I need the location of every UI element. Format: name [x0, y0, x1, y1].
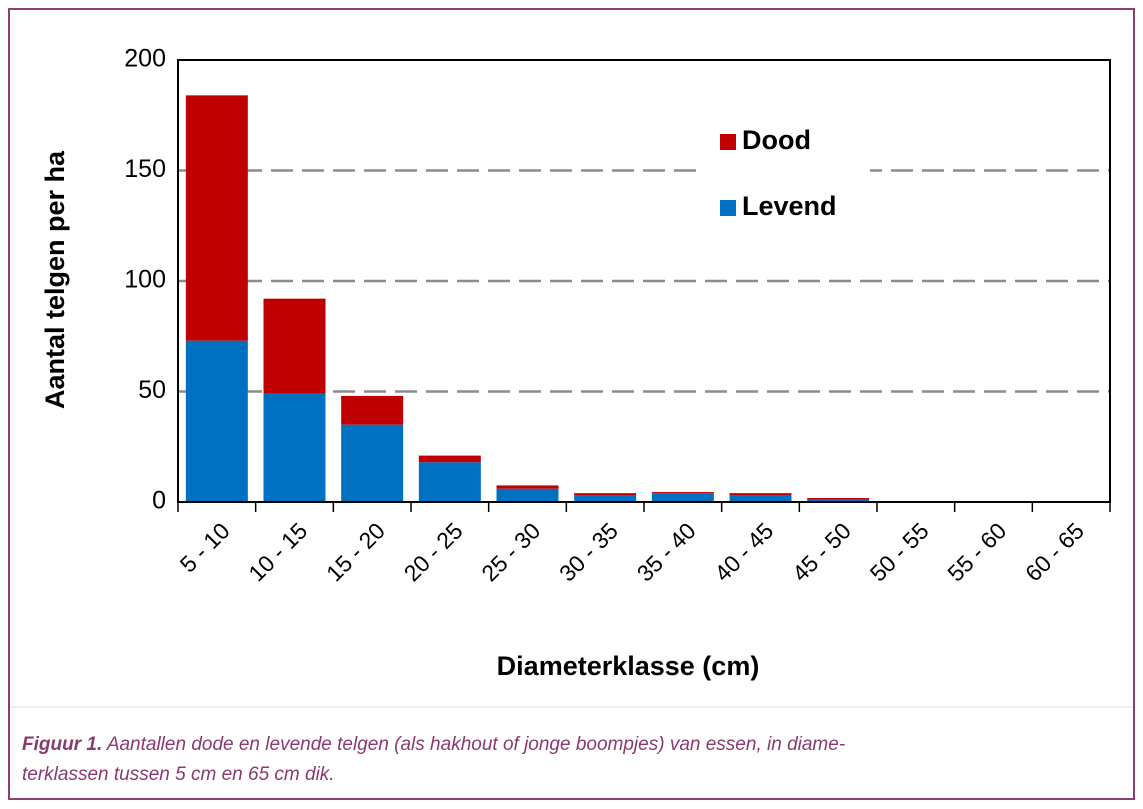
- bar-segment: [496, 488, 559, 502]
- bar-segment: [263, 393, 326, 502]
- x-tick-label: 40 - 45: [709, 517, 778, 586]
- x-tick-label: 25 - 30: [476, 517, 545, 586]
- bar-segment: [185, 95, 248, 341]
- x-tick-label: 55 - 60: [942, 517, 1011, 586]
- bar-segment: [807, 498, 870, 500]
- bar-segment: [263, 298, 326, 394]
- bar-segment: [729, 495, 792, 502]
- x-tick-label: 30 - 35: [554, 517, 623, 586]
- legend-label: Dood: [742, 125, 811, 155]
- legend: Dood Levend: [700, 115, 870, 235]
- legend-label: Levend: [742, 191, 837, 221]
- bar-segment: [651, 493, 714, 502]
- x-tick-label: 45 - 50: [787, 517, 856, 586]
- y-tick-label: 150: [124, 155, 166, 183]
- bar-segment: [418, 462, 481, 502]
- x-tick-label: 50 - 55: [865, 517, 934, 586]
- bar-segment: [496, 485, 559, 489]
- x-tick-label: 15 - 20: [321, 517, 390, 586]
- bar-segment: [341, 424, 404, 502]
- bar-segment: [418, 455, 481, 463]
- bar-segment: [574, 495, 637, 502]
- x-tick-label: 5 - 10: [175, 517, 235, 577]
- bar-segment: [185, 340, 248, 502]
- caption-text: Aantallen dode en levende telgen (als ha…: [106, 734, 845, 755]
- bar-segment: [729, 493, 792, 496]
- x-axis-label: Diameterklasse (cm): [497, 651, 760, 681]
- caption-label: Figuur 1.: [22, 734, 102, 755]
- y-tick-label: 0: [152, 487, 166, 515]
- y-tick-label: 200: [124, 45, 166, 73]
- y-axis-label: Aantal telgen per ha: [40, 150, 70, 409]
- legend-swatch: [720, 134, 736, 150]
- x-tick-label: 35 - 40: [632, 517, 701, 586]
- x-tick-label: 20 - 25: [399, 517, 468, 586]
- caption: Figuur 1. Aantallen dode en levende telg…: [22, 734, 845, 755]
- caption-text: terklassen tussen 5 cm en 65 cm dik.: [22, 764, 335, 785]
- bar-segment: [807, 499, 870, 502]
- bar-segment: [341, 395, 404, 425]
- y-tick-label: 100: [124, 266, 166, 294]
- bar-segment: [574, 493, 637, 496]
- y-tick-label: 50: [138, 376, 166, 404]
- x-tick-label: 10 - 15: [243, 517, 312, 586]
- x-tick-label: 60 - 65: [1020, 517, 1089, 586]
- legend-swatch: [720, 200, 736, 216]
- figure-border: [8, 8, 1135, 800]
- bar-segment: [651, 492, 714, 494]
